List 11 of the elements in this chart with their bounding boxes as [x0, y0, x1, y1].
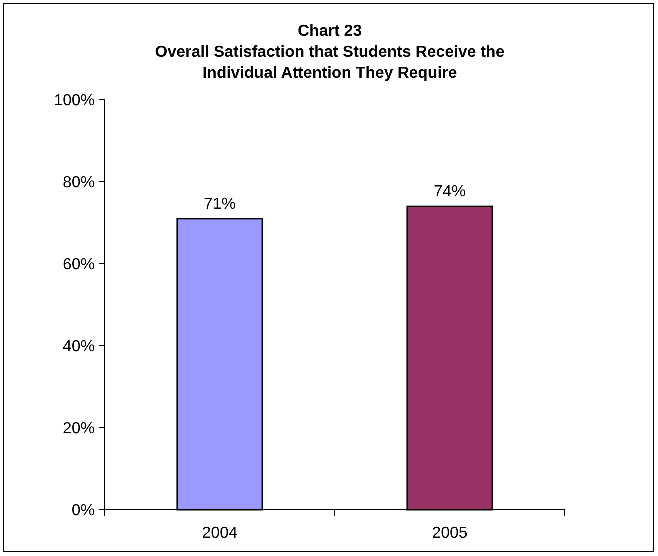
y-tick-label: 20% — [62, 420, 95, 438]
y-tick-label: 60% — [62, 256, 95, 274]
y-tick-label: 0% — [72, 502, 95, 520]
x-tick-label: 2005 — [432, 525, 468, 542]
data-label: 71% — [204, 196, 236, 213]
data-label: 74% — [434, 184, 466, 201]
y-tick-label: 40% — [62, 338, 95, 356]
y-tick-label: 100% — [54, 92, 95, 110]
y-tick-label: 80% — [62, 174, 95, 192]
chart-title: Chart 23 Overall Satisfaction that Students Receive the Individual Attention They Require — [155, 23, 505, 82]
x-tick-label: 2004 — [202, 525, 238, 542]
